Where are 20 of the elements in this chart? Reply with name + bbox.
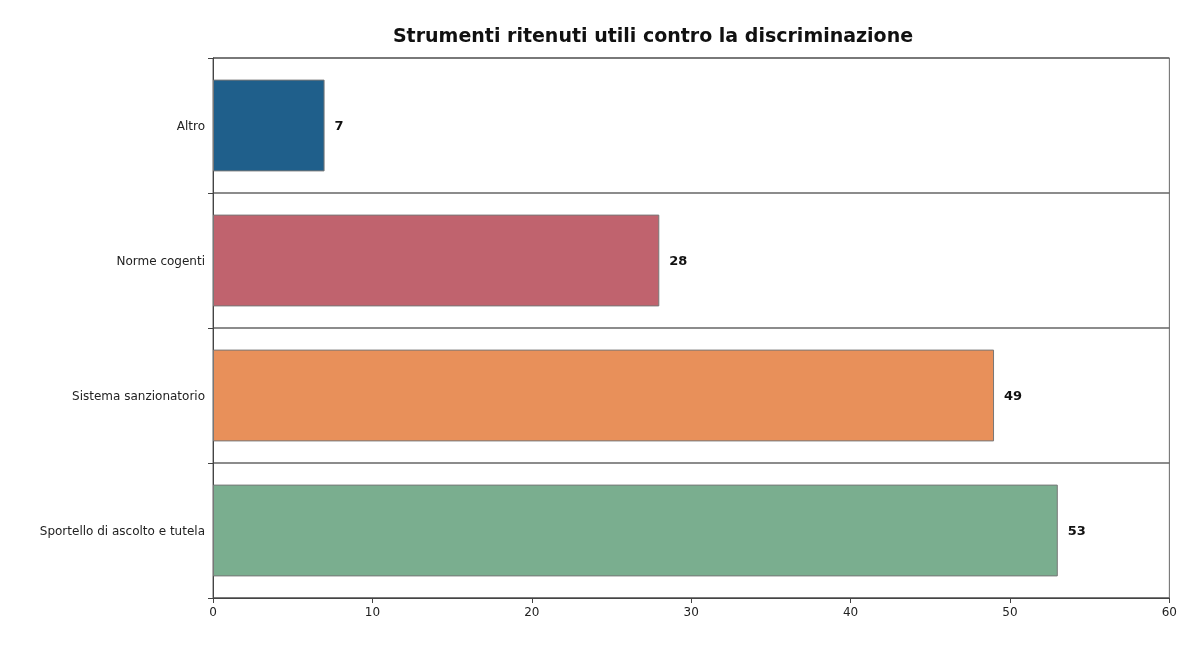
bar — [213, 214, 660, 307]
x-tick-label: 0 — [209, 605, 217, 619]
y-tick-label: Sportello di ascolto e tutela — [39, 523, 205, 538]
chart-title: Strumenti ritenuti utili contro la discriminazione — [392, 23, 914, 46]
bar — [213, 484, 1058, 577]
data-label: 53 — [1067, 523, 1086, 538]
x-tick-label: 50 — [1002, 605, 1018, 619]
y-tick-label: Sistema sanzionatorio — [72, 388, 205, 403]
data-label: 7 — [334, 118, 344, 133]
x-tick-label: 10 — [364, 605, 381, 619]
bar — [213, 349, 995, 442]
data-label: 49 — [1004, 388, 1023, 403]
y-tick-label: Altro — [176, 118, 205, 133]
bar — [213, 79, 325, 172]
x-tick-label: 20 — [524, 605, 540, 619]
x-tick-label: 60 — [1161, 605, 1178, 619]
x-tick-label: 40 — [842, 605, 859, 619]
x-tick-label: 30 — [683, 605, 699, 619]
y-tick-label: Norme cogenti — [116, 253, 205, 268]
data-label: 28 — [669, 253, 688, 268]
